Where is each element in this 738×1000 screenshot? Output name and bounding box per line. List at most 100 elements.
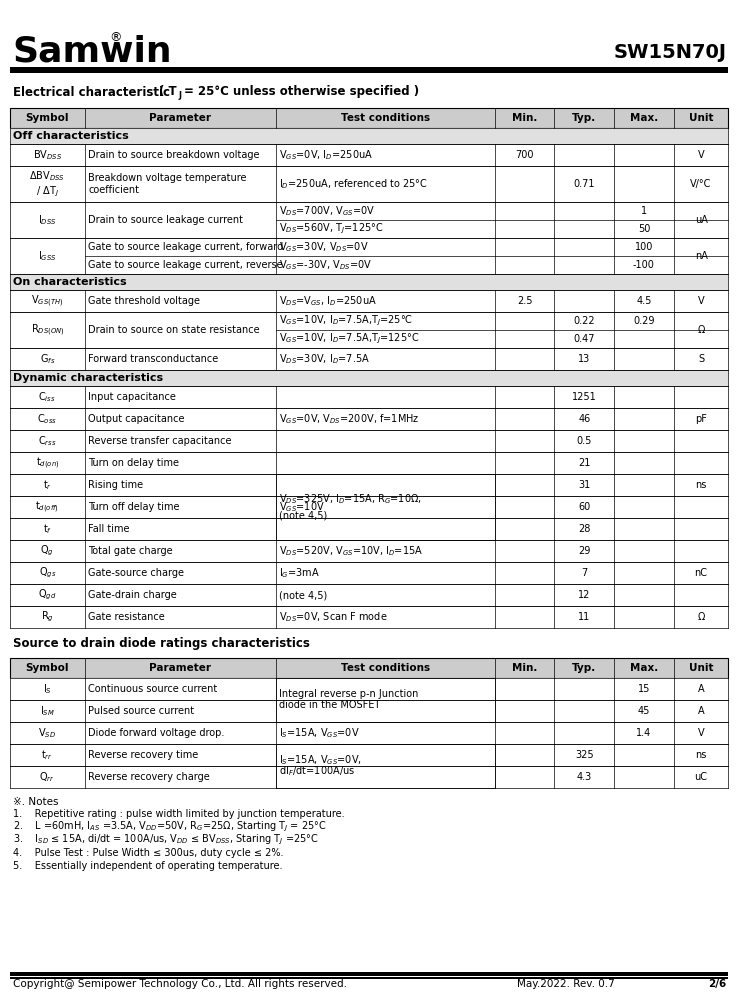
Text: nC: nC xyxy=(694,568,708,578)
Text: 1.    Repetitive rating : pulse width limited by junction temperature.: 1. Repetitive rating : pulse width limit… xyxy=(13,809,344,819)
Text: V: V xyxy=(697,728,704,738)
Bar xyxy=(10,386,728,408)
Bar xyxy=(10,348,728,370)
Text: 700: 700 xyxy=(515,150,534,160)
Text: On characteristics: On characteristics xyxy=(13,277,127,287)
Text: SW15N70J: SW15N70J xyxy=(613,42,726,62)
Text: 0.29: 0.29 xyxy=(633,316,655,326)
Text: I$_{GSS}$: I$_{GSS}$ xyxy=(38,249,57,263)
Text: R$_{DS(ON)}$: R$_{DS(ON)}$ xyxy=(30,322,64,338)
Bar xyxy=(276,496,494,497)
Text: Reverse recovery charge: Reverse recovery charge xyxy=(88,772,210,782)
Text: V$_{SD}$: V$_{SD}$ xyxy=(38,726,56,740)
Text: V$_{DS}$=0V, Scan F mode: V$_{DS}$=0V, Scan F mode xyxy=(278,610,387,624)
Text: dI$_F$/dt=100A/us: dI$_F$/dt=100A/us xyxy=(278,764,355,778)
Text: Ω: Ω xyxy=(697,325,705,335)
Text: Copyright@ Semipower Technology Co., Ltd. All rights reserved.: Copyright@ Semipower Technology Co., Ltd… xyxy=(13,979,347,989)
Text: t$_{d(on)}$: t$_{d(on)}$ xyxy=(35,455,59,471)
Text: 325: 325 xyxy=(575,750,593,760)
Text: t$_r$: t$_r$ xyxy=(43,478,52,492)
Text: Gate to source leakage current, reverse: Gate to source leakage current, reverse xyxy=(88,260,283,270)
Bar xyxy=(275,474,494,540)
Text: V$_{DS}$=30V, I$_{D}$=7.5A: V$_{DS}$=30V, I$_{D}$=7.5A xyxy=(278,352,370,366)
Text: Q$_{rr}$: Q$_{rr}$ xyxy=(39,770,55,784)
Bar xyxy=(10,562,728,584)
Text: Forward transconductance: Forward transconductance xyxy=(88,354,218,364)
Text: uA: uA xyxy=(694,215,708,225)
Text: ns: ns xyxy=(695,750,707,760)
Text: C$_{iss}$: C$_{iss}$ xyxy=(38,390,56,404)
Text: 31: 31 xyxy=(578,480,590,490)
Text: 2.    L =60mH, I$_{AS}$ =3.5A, V$_{DD}$=50V, R$_G$=25Ω, Starting T$_J$ = 25°C: 2. L =60mH, I$_{AS}$ =3.5A, V$_{DD}$=50V… xyxy=(13,820,326,834)
Text: Typ.: Typ. xyxy=(572,663,596,673)
Text: Gate-source charge: Gate-source charge xyxy=(88,568,184,578)
Text: ΔBV$_{DSS}$
/ ΔT$_J$: ΔBV$_{DSS}$ / ΔT$_J$ xyxy=(30,169,65,199)
Bar xyxy=(10,312,728,348)
Text: 0.71: 0.71 xyxy=(573,179,595,189)
Text: Off characteristics: Off characteristics xyxy=(13,131,129,141)
Bar xyxy=(10,290,728,312)
Text: R$_g$: R$_g$ xyxy=(41,610,54,624)
Bar xyxy=(10,474,728,496)
Bar xyxy=(10,370,728,386)
Text: V/°C: V/°C xyxy=(691,179,711,189)
Text: G$_{fs}$: G$_{fs}$ xyxy=(40,352,55,366)
Text: Continuous source current: Continuous source current xyxy=(88,684,217,694)
Text: Reverse recovery time: Reverse recovery time xyxy=(88,750,199,760)
Text: Typ.: Typ. xyxy=(572,113,596,123)
Bar xyxy=(10,766,728,788)
Text: 100: 100 xyxy=(635,242,653,252)
Text: (note 4,5): (note 4,5) xyxy=(278,590,327,600)
Text: V: V xyxy=(697,150,704,160)
Bar xyxy=(10,678,728,700)
Text: C$_{rss}$: C$_{rss}$ xyxy=(38,434,57,448)
Text: I$_G$=3mA: I$_G$=3mA xyxy=(278,566,320,580)
Text: Symbol: Symbol xyxy=(26,663,69,673)
Text: Pulsed source current: Pulsed source current xyxy=(88,706,194,716)
Text: A: A xyxy=(697,706,704,716)
Bar xyxy=(10,108,728,128)
Text: I$_{DSS}$: I$_{DSS}$ xyxy=(38,213,57,227)
Text: V: V xyxy=(697,296,704,306)
Bar xyxy=(10,722,728,744)
Text: Gate resistance: Gate resistance xyxy=(88,612,165,622)
Text: diode in the MOSFET: diode in the MOSFET xyxy=(278,700,380,710)
Text: 60: 60 xyxy=(578,502,590,512)
Text: I$_{SM}$: I$_{SM}$ xyxy=(40,704,55,718)
Text: Total gate charge: Total gate charge xyxy=(88,546,173,556)
Text: 0.47: 0.47 xyxy=(573,334,595,344)
Text: V$_{GS}$=10V: V$_{GS}$=10V xyxy=(278,500,325,514)
Text: 4.3: 4.3 xyxy=(576,772,592,782)
Text: Fall time: Fall time xyxy=(88,524,130,534)
Text: Reverse transfer capacitance: Reverse transfer capacitance xyxy=(88,436,232,446)
Text: Unit: Unit xyxy=(689,663,714,673)
Text: J: J xyxy=(179,91,182,100)
Text: Symbol: Symbol xyxy=(26,113,69,123)
Text: 13: 13 xyxy=(578,354,590,364)
Text: ®: ® xyxy=(109,31,122,44)
Bar xyxy=(10,67,728,72)
Text: Gate-drain charge: Gate-drain charge xyxy=(88,590,177,600)
Text: V$_{GS}$=30V, V$_{DS}$=0V: V$_{GS}$=30V, V$_{DS}$=0V xyxy=(278,240,368,254)
Text: I$_S$=15A, V$_{GS}$=0V: I$_S$=15A, V$_{GS}$=0V xyxy=(278,726,359,740)
Text: Drain to source leakage current: Drain to source leakage current xyxy=(88,215,243,225)
Text: ( T: ( T xyxy=(159,86,176,99)
Text: 15: 15 xyxy=(638,684,650,694)
Text: ns: ns xyxy=(695,480,707,490)
Text: Rising time: Rising time xyxy=(88,480,143,490)
Text: I$_S$=15A, V$_{GS}$=0V,: I$_S$=15A, V$_{GS}$=0V, xyxy=(278,753,362,767)
Text: 4.    Pulse Test : Pulse Width ≤ 300us, duty cycle ≤ 2%.: 4. Pulse Test : Pulse Width ≤ 300us, dut… xyxy=(13,848,283,858)
Text: 2.5: 2.5 xyxy=(517,296,532,306)
Text: Parameter: Parameter xyxy=(149,663,211,673)
Text: Max.: Max. xyxy=(630,113,658,123)
Text: V$_{DS}$=700V, V$_{GS}$=0V: V$_{DS}$=700V, V$_{GS}$=0V xyxy=(278,204,374,218)
Text: V$_{GS}$=0V, V$_{DS}$=200V, f=1MHz: V$_{GS}$=0V, V$_{DS}$=200V, f=1MHz xyxy=(278,412,419,426)
Text: V$_{GS}$=10V, I$_{D}$=7.5A,T$_J$=25°C: V$_{GS}$=10V, I$_{D}$=7.5A,T$_J$=25°C xyxy=(278,314,413,328)
Text: (note 4,5): (note 4,5) xyxy=(278,510,327,520)
Text: 46: 46 xyxy=(578,414,590,424)
Text: uC: uC xyxy=(694,772,708,782)
Text: nA: nA xyxy=(694,251,708,261)
Text: 2/6: 2/6 xyxy=(708,979,726,989)
Bar xyxy=(10,128,728,144)
Text: I$_{D}$=250uA, referenced to 25°C: I$_{D}$=250uA, referenced to 25°C xyxy=(278,177,427,191)
